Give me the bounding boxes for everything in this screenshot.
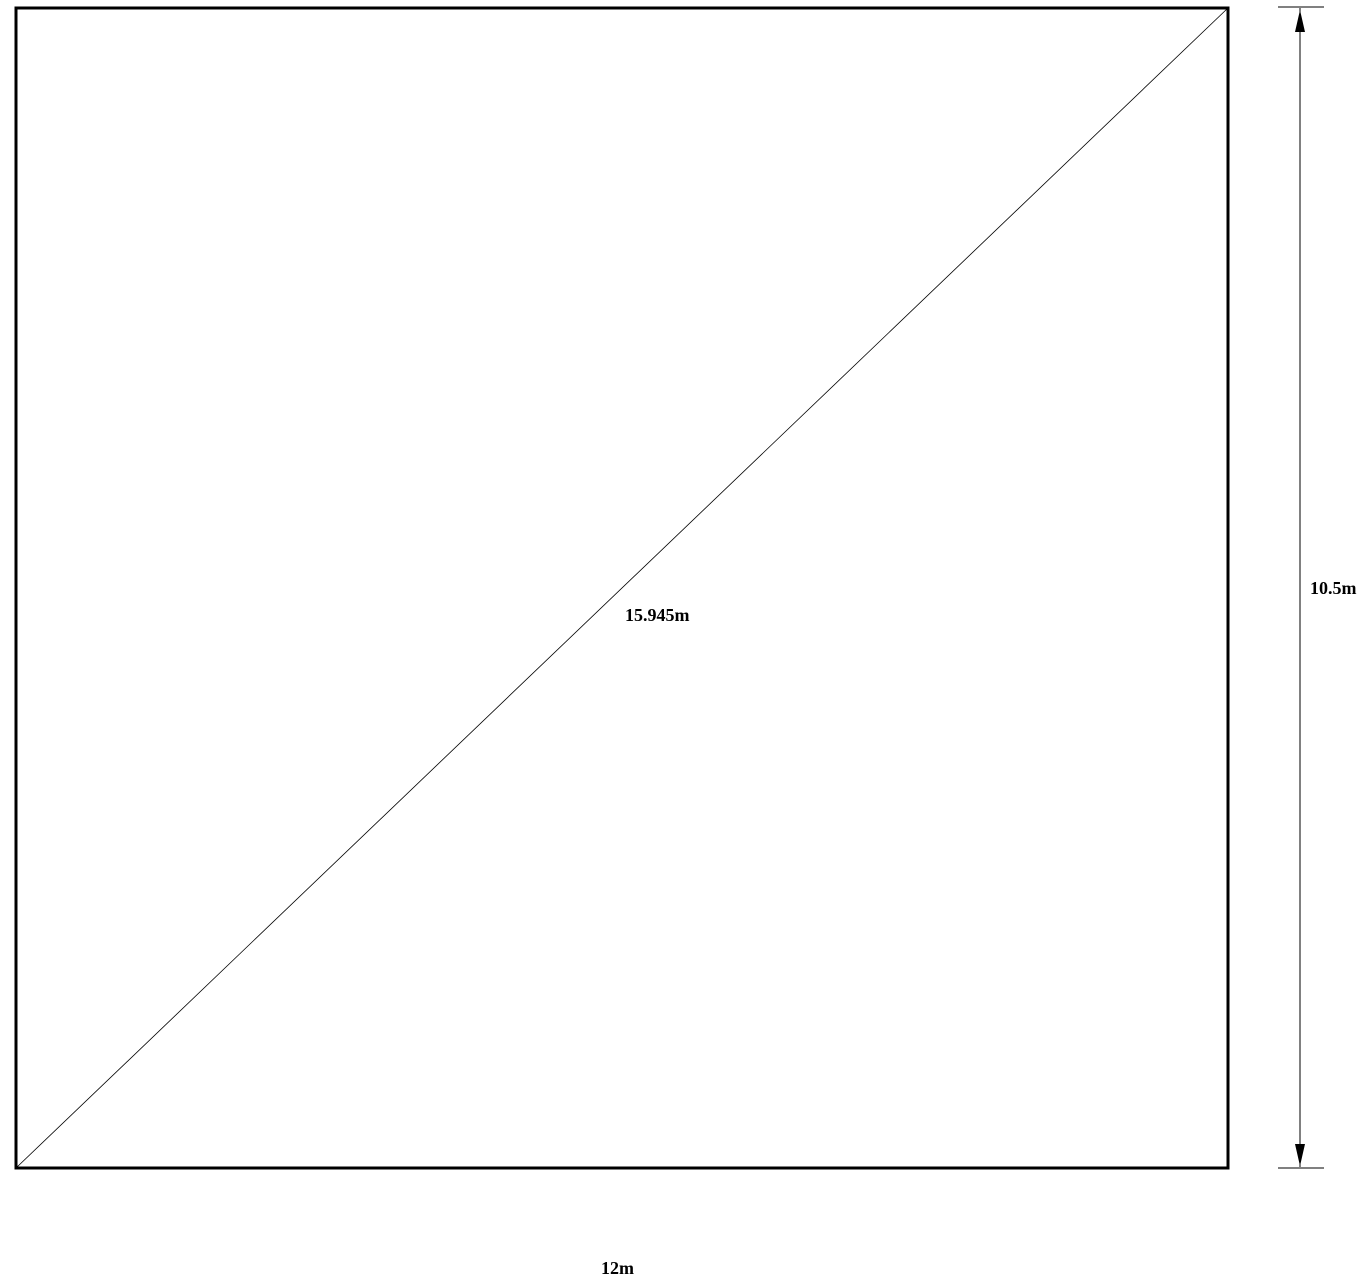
arrow-down-icon — [1295, 1144, 1305, 1166]
width-label: 12m — [601, 1258, 634, 1278]
diagonal-line — [15, 7, 1229, 1169]
height-dimension — [1278, 6, 1324, 1169]
height-label: 10.5m — [1310, 578, 1357, 598]
arrow-up-icon — [1295, 10, 1305, 32]
room-outline — [14, 6, 1230, 1170]
diagonal-label: 15.945m — [625, 605, 690, 625]
